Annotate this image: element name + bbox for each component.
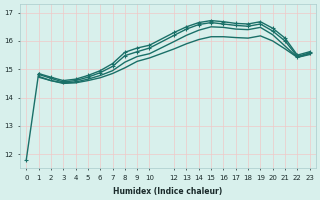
X-axis label: Humidex (Indice chaleur): Humidex (Indice chaleur) bbox=[113, 187, 223, 196]
